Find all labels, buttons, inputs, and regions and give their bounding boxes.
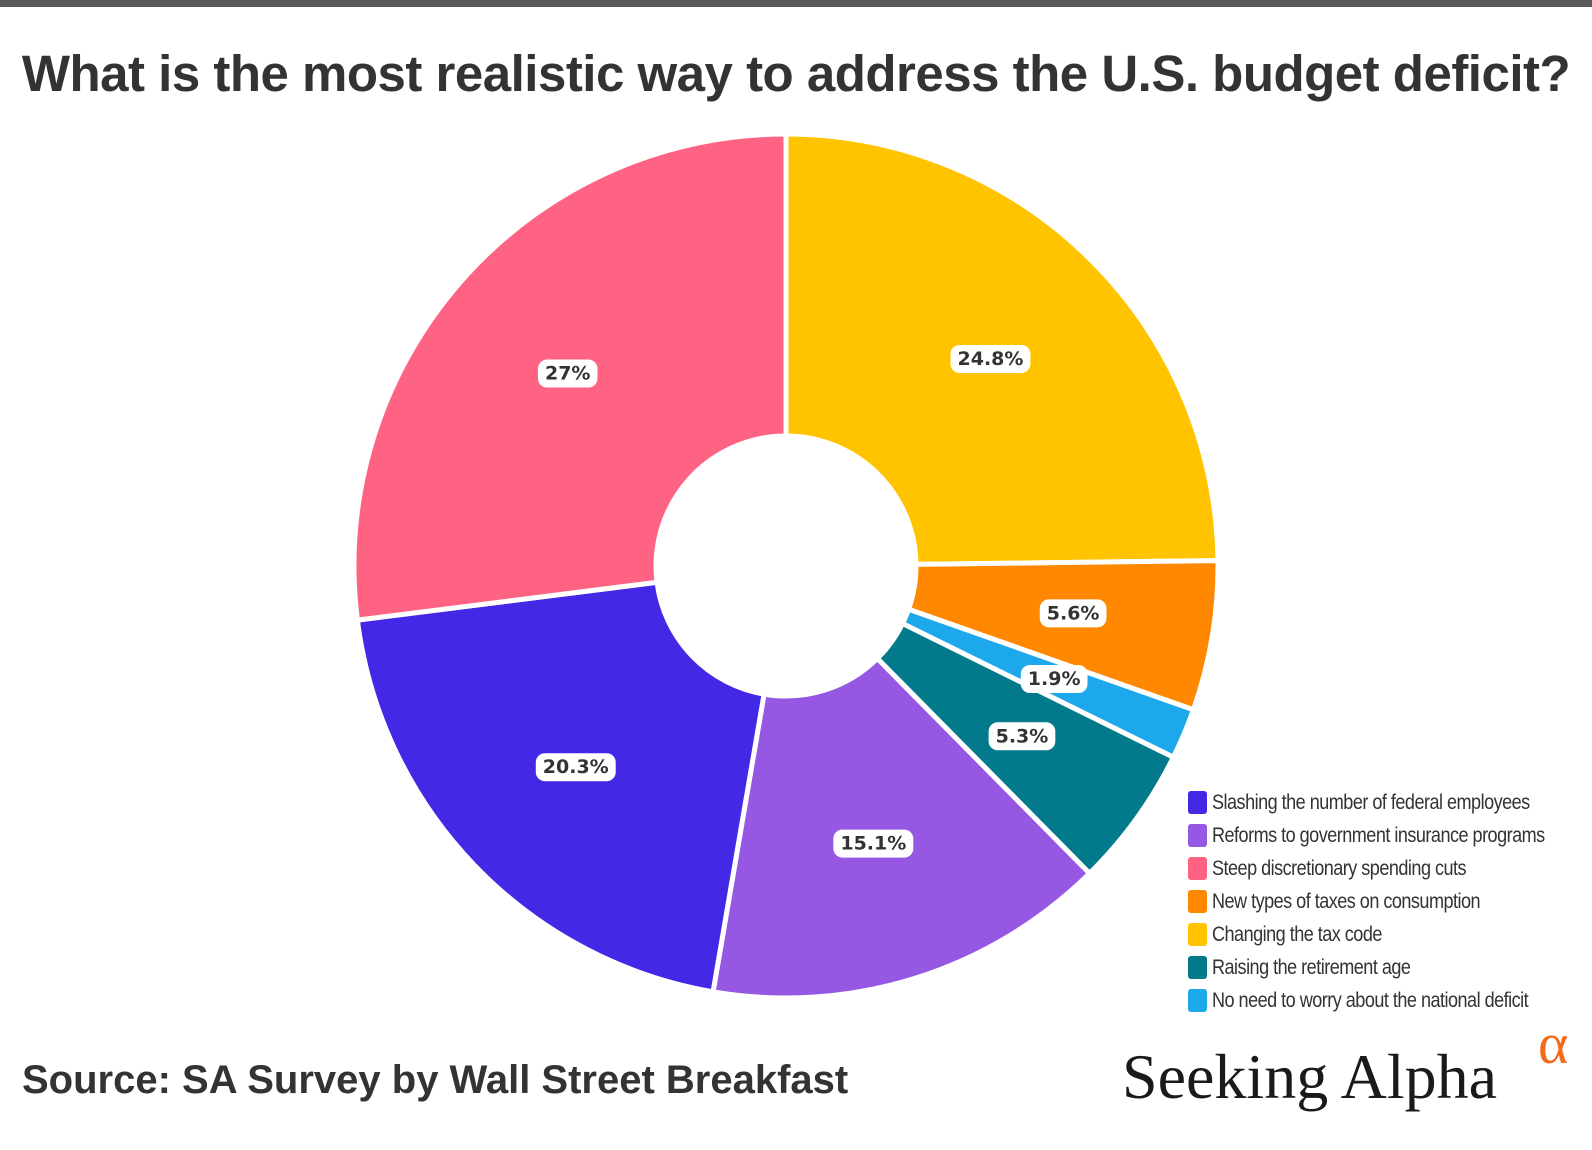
svg-text:5.6%: 5.6% xyxy=(1047,602,1100,624)
data-label-2: 5.6% xyxy=(1039,599,1107,628)
legend-swatch xyxy=(1188,989,1207,1012)
pie-slice-6 xyxy=(354,579,767,995)
legend-item-3: Steep discretionary spending cuts xyxy=(1188,852,1588,885)
legend-swatch xyxy=(1188,791,1207,814)
alpha-logo-icon: α xyxy=(1538,1011,1569,1076)
svg-text:5.3%: 5.3% xyxy=(996,725,1049,747)
legend-label: Changing the tax code xyxy=(1212,922,1382,946)
legend-item-4: New types of taxes on consumption xyxy=(1188,885,1588,918)
top-border xyxy=(0,0,1592,7)
seeking-alpha-logo: Seeking Alpha xyxy=(1122,1041,1498,1112)
legend-item-5: Changing the tax code xyxy=(1188,918,1588,951)
legend-label: Steep discretionary spending cuts xyxy=(1212,856,1467,880)
svg-text:15.1%: 15.1% xyxy=(840,833,906,855)
chart-legend: Slashing the number of federal employees… xyxy=(1188,786,1588,1017)
legend-label: Slashing the number of federal employees xyxy=(1212,790,1530,814)
legend-item-1: Slashing the number of federal employees xyxy=(1188,786,1588,819)
data-label-7: 27% xyxy=(537,359,598,388)
legend-swatch xyxy=(1188,857,1207,880)
pie-slice-5 xyxy=(710,656,1093,1001)
legend-swatch xyxy=(1188,824,1207,847)
chart-title: What is the most realistic way to addres… xyxy=(21,45,1571,102)
data-label-5: 15.1% xyxy=(833,829,914,858)
data-labels-group: 24.8% 5.6% 1.9% 5.3% 15.1% 20.3% 27% xyxy=(535,344,1107,858)
svg-text:24.8%: 24.8% xyxy=(958,348,1024,370)
slices-group xyxy=(351,131,1221,1001)
data-label-1: 24.8% xyxy=(950,344,1031,373)
svg-text:27%: 27% xyxy=(545,363,590,385)
legend-label: Raising the retirement age xyxy=(1212,955,1411,979)
legend-item-7: No need to worry about the national defi… xyxy=(1188,984,1588,1017)
legend-item-6: Raising the retirement age xyxy=(1188,951,1588,984)
svg-text:20.3%: 20.3% xyxy=(543,756,609,778)
legend-item-2: Reforms to government insurance programs xyxy=(1188,819,1588,852)
legend-label: Reforms to government insurance programs xyxy=(1212,823,1545,847)
legend-label: New types of taxes on consumption xyxy=(1212,889,1481,913)
source-note: Source: SA Survey by Wall Street Breakfa… xyxy=(22,1058,849,1102)
legend-swatch xyxy=(1188,956,1207,979)
data-label-6: 20.3% xyxy=(535,753,616,782)
data-label-4: 5.3% xyxy=(988,722,1056,751)
legend-label: No need to worry about the national defi… xyxy=(1212,988,1529,1012)
data-label-3: 1.9% xyxy=(1020,665,1088,694)
legend-swatch xyxy=(1188,923,1207,946)
svg-text:1.9%: 1.9% xyxy=(1028,668,1081,690)
legend-swatch xyxy=(1188,890,1207,913)
